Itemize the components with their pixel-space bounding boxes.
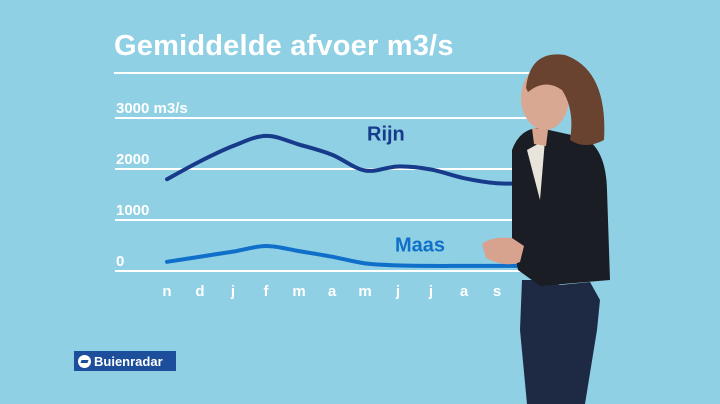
buienradar-logo-icon: [78, 354, 91, 368]
title-underline: [114, 72, 554, 74]
x-tick-label: a: [328, 283, 337, 300]
series-labels: Rijn Maas: [367, 124, 445, 257]
y-tick-label: 2000: [116, 151, 149, 168]
series-label-rijn: Rijn: [367, 124, 405, 146]
x-tick-label: n: [162, 283, 171, 300]
logo-text: Buienradar: [94, 353, 163, 369]
x-tick-label: a: [460, 283, 469, 300]
x-tick-label: j: [230, 283, 235, 300]
x-tick-label: f: [264, 283, 270, 300]
buienradar-logo: Buienradar: [74, 351, 176, 371]
y-tick-label: 0: [116, 253, 124, 270]
x-tick-label: s: [493, 283, 501, 300]
x-tick-label: j: [395, 283, 400, 300]
series-lines: [165, 133, 532, 268]
x-tick-label: m: [292, 283, 305, 300]
x-tick-label: d: [195, 283, 204, 300]
y-axis-labels: 0 1000 2000 3000 m3/s: [116, 100, 188, 270]
x-tick-label: j: [428, 283, 433, 300]
x-axis-labels: ndjfmamjjaso: [162, 283, 534, 300]
y-tick-label: 1000: [116, 202, 149, 219]
y-tick-label: 3000 m3/s: [116, 100, 188, 117]
grid-lines: [115, 117, 530, 272]
series-label-maas: Maas: [395, 234, 445, 256]
x-tick-label: m: [358, 283, 371, 300]
chart-title: Gemiddelde afvoer m3/s: [114, 30, 454, 62]
series-line-rijn: [165, 133, 532, 186]
series-line-maas: [165, 244, 532, 268]
presenter-figure: [482, 54, 610, 404]
